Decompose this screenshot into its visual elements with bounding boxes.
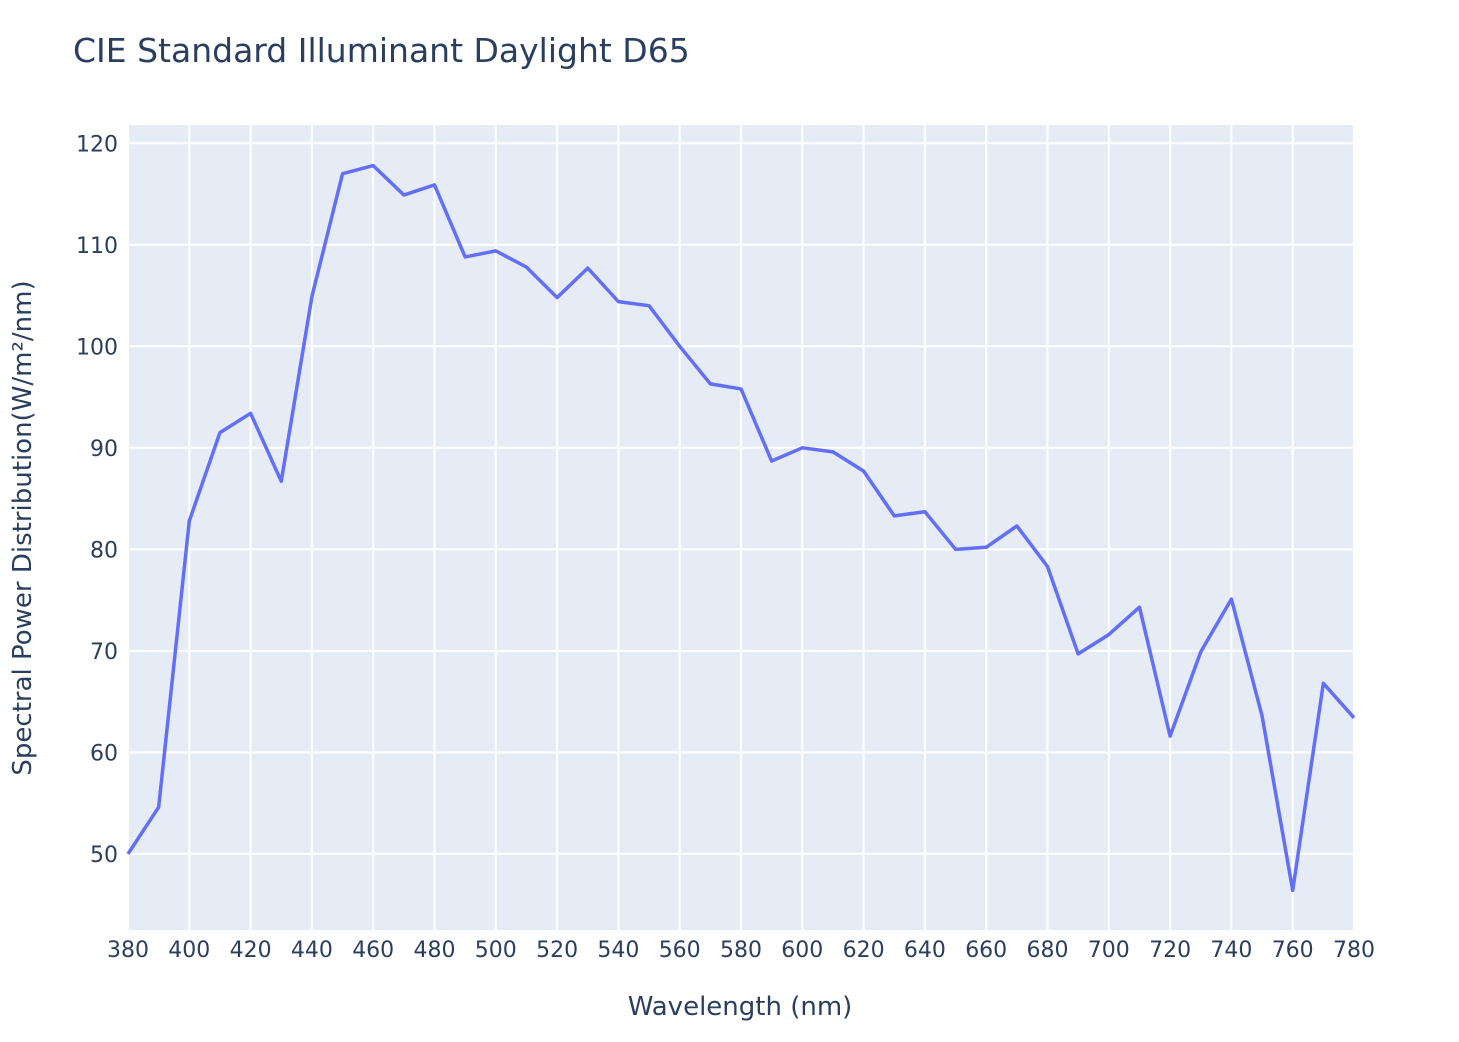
x-tick-label: 520	[536, 938, 578, 963]
y-axis-ticks: 50 60 70 80 90 100 110 120	[76, 132, 118, 868]
y-tick-label: 70	[90, 640, 118, 665]
x-tick-label: 580	[720, 938, 762, 963]
x-tick-label: 780	[1333, 938, 1375, 963]
x-tick-label: 740	[1210, 938, 1252, 963]
x-axis-ticks: 380 400 420 440 460 480 500 520 540 560 580 600 620 6…	[107, 938, 1375, 963]
x-tick-label: 480	[414, 938, 456, 963]
y-tick-label: 60	[90, 741, 118, 766]
y-tick-label: 90	[90, 437, 118, 462]
x-tick-label: 720	[1149, 938, 1191, 963]
x-tick-label: 700	[1088, 938, 1130, 963]
series-layer	[126, 163, 1356, 893]
x-tick-label: 420	[230, 938, 272, 963]
y-tick-label: 120	[76, 132, 118, 157]
y-tick-label: 80	[90, 538, 118, 563]
x-tick-label: 620	[843, 938, 885, 963]
x-tick-label: 680	[1027, 938, 1069, 963]
x-tick-label: 460	[352, 938, 394, 963]
x-tick-label: 440	[291, 938, 333, 963]
x-tick-label: 540	[597, 938, 639, 963]
y-tick-label: 110	[76, 234, 118, 259]
x-tick-label: 500	[475, 938, 517, 963]
x-tick-label: 560	[659, 938, 701, 963]
x-tick-label: 760	[1272, 938, 1314, 963]
y-tick-label: 100	[76, 335, 118, 360]
chart-title: CIE Standard Illuminant Daylight D65	[73, 31, 690, 70]
x-tick-label: 380	[107, 938, 149, 963]
x-axis-title: Wavelength (nm)	[628, 992, 853, 1022]
x-tick-label: 400	[168, 938, 210, 963]
y-tick-label: 50	[90, 843, 118, 868]
x-tick-label: 600	[781, 938, 823, 963]
grid-lines	[127, 125, 1355, 930]
y-axis-title: Spectral Power Distribution(W/m²/nm)	[8, 280, 38, 775]
x-tick-label: 660	[965, 938, 1007, 963]
x-tick-label: 640	[904, 938, 946, 963]
